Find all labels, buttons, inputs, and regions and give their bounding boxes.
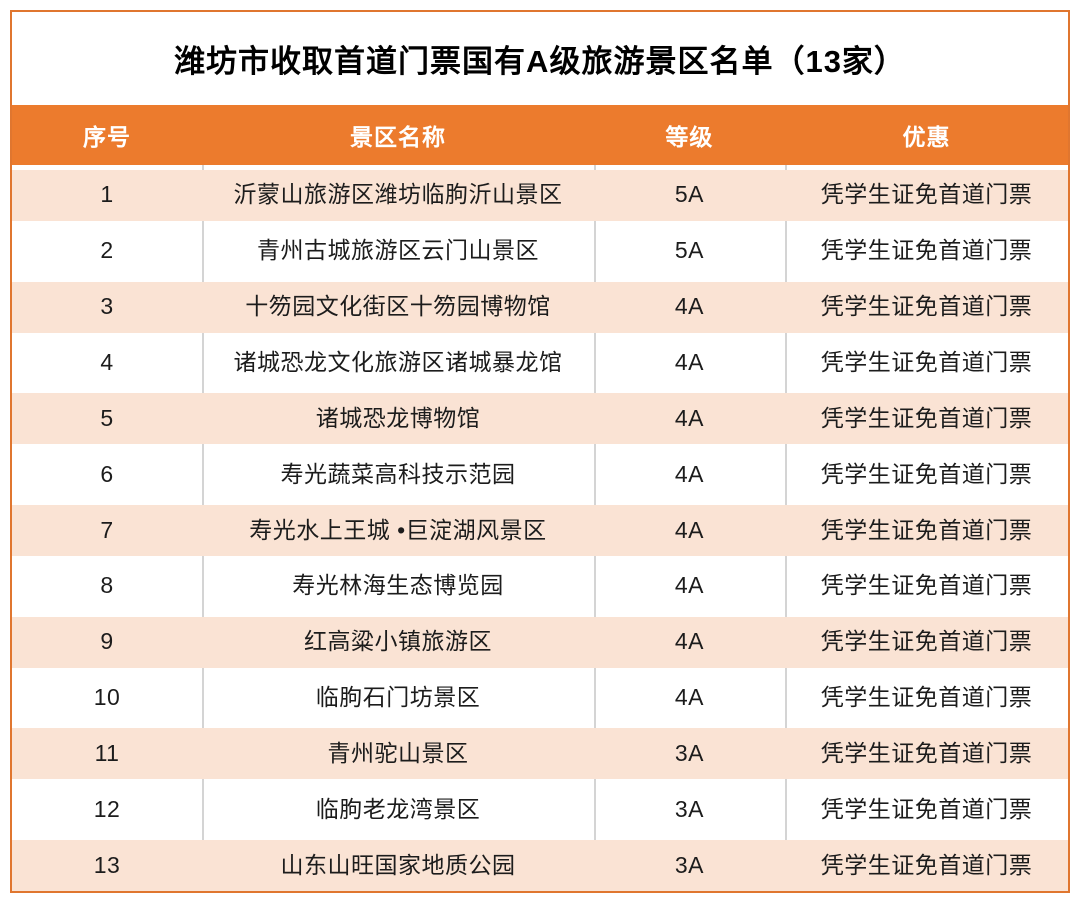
column-header-level: 等级	[665, 124, 714, 150]
table-row: 2 青州古城旅游区云门山景区 5A 凭学生证免首道门票	[12, 226, 1068, 277]
cell-discount: 凭学生证免首道门票	[820, 628, 1033, 655]
cell-index: 4	[100, 349, 114, 375]
cell-scenic-area-name: 青州驼山景区	[327, 739, 469, 766]
cell-level: 4A	[674, 349, 704, 375]
column-header-discount: 优惠	[902, 124, 951, 150]
cell-discount: 凭学生证免首道门票	[820, 460, 1033, 487]
cell-discount: 凭学生证免首道门票	[820, 237, 1033, 264]
cell-index: 5	[100, 404, 114, 431]
cell-scenic-area-name: 青州古城旅游区云门山景区	[256, 237, 539, 264]
cell-index: 10	[93, 684, 121, 711]
cell-scenic-area-name: 十笏园文化街区十笏园博物馆	[245, 293, 551, 320]
cell-discount: 凭学生证免首道门票	[820, 795, 1033, 822]
cell-level: 4A	[674, 293, 704, 320]
table-row: 1 沂蒙山旅游区潍坊临朐沂山景区 5A 凭学生证免首道门票	[12, 170, 1068, 221]
cell-index: 7	[100, 516, 114, 543]
cell-index: 3	[100, 293, 114, 320]
table-row: 3 十笏园文化街区十笏园博物馆 4A 凭学生证免首道门票	[12, 281, 1068, 333]
cell-level: 5A	[674, 181, 704, 208]
cell-scenic-area-name: 临朐老龙湾景区	[315, 795, 481, 822]
cell-level: 4A	[674, 572, 704, 599]
cell-level: 5A	[674, 237, 704, 264]
cell-discount: 凭学生证免首道门票	[820, 293, 1033, 320]
cell-index: 13	[93, 851, 121, 878]
cell-level: 3A	[674, 851, 704, 878]
table-header-row: 序号 景区名称 等级 优惠	[12, 105, 1068, 165]
cell-scenic-area-name: 山东山旺国家地质公园	[280, 851, 516, 878]
cell-level: 3A	[674, 795, 704, 822]
cell-scenic-area-name: 寿光蔬菜高科技示范园	[280, 460, 516, 487]
table-card: 潍坊市收取首道门票国有A级旅游景区名单（13家） 序号 景区名称 等级 优惠 1…	[10, 10, 1070, 893]
cell-scenic-area-name: 临朐石门坊景区	[315, 684, 481, 711]
table-body: 1 沂蒙山旅游区潍坊临朐沂山景区 5A 凭学生证免首道门票 2 青州古城旅游区云…	[12, 165, 1068, 891]
cell-scenic-area-name: 寿光林海生态博览园	[292, 572, 504, 599]
column-header-index: 序号	[83, 124, 132, 150]
cell-scenic-area-name: 红高粱小镇旅游区	[303, 628, 492, 655]
cell-index: 11	[94, 739, 120, 766]
cell-scenic-area-name: 沂蒙山旅游区潍坊临朐沂山景区	[233, 181, 563, 208]
cell-level: 4A	[674, 404, 704, 431]
cell-index: 9	[100, 628, 114, 655]
cell-discount: 凭学生证免首道门票	[820, 739, 1033, 766]
cell-discount: 凭学生证免首道门票	[820, 851, 1033, 878]
cell-discount: 凭学生证免首道门票	[820, 404, 1033, 431]
cell-discount: 凭学生证免首道门票	[820, 349, 1033, 375]
cell-level: 4A	[674, 460, 704, 487]
table-row: 8 寿光林海生态博览园 4A 凭学生证免首道门票	[12, 561, 1068, 612]
table-row: 10 临朐石门坊景区 4A 凭学生证免首道门票	[12, 673, 1068, 724]
table-row: 4 诸城恐龙文化旅游区诸城暴龙馆 4A 凭学生证免首道门票	[12, 338, 1068, 389]
cell-discount: 凭学生证免首道门票	[820, 684, 1033, 711]
cell-discount: 凭学生证免首道门票	[820, 181, 1033, 208]
cell-index: 12	[93, 795, 121, 822]
table-row: 6 寿光蔬菜高科技示范园 4A 凭学生证免首道门票	[12, 449, 1068, 500]
column-header-name: 景区名称	[349, 124, 446, 150]
table-row: 7 寿光水上王城 •巨淀湖风景区 4A 凭学生证免首道门票	[12, 505, 1068, 556]
cell-level: 4A	[674, 628, 704, 655]
cell-level: 4A	[674, 516, 704, 543]
table-row: 13 山东山旺国家地质公园 3A 凭学生证免首道门票	[12, 840, 1068, 891]
table-row: 12 临朐老龙湾景区 3A 凭学生证免首道门票	[12, 784, 1068, 835]
cell-scenic-area-name: 寿光水上王城 •巨淀湖风景区	[249, 516, 547, 543]
table-row: 5 诸城恐龙博物馆 4A 凭学生证免首道门票	[12, 393, 1068, 445]
cell-discount: 凭学生证免首道门票	[820, 516, 1033, 543]
cell-level: 4A	[674, 684, 704, 711]
cell-discount: 凭学生证免首道门票	[820, 572, 1033, 599]
cell-scenic-area-name: 诸城恐龙文化旅游区诸城暴龙馆	[233, 349, 563, 375]
table-row: 11 青州驼山景区 3A 凭学生证免首道门票	[12, 728, 1068, 780]
cell-level: 3A	[674, 739, 704, 766]
cell-index: 6	[100, 460, 114, 487]
cell-index: 2	[100, 237, 114, 264]
page-title: 潍坊市收取首道门票国有A级旅游景区名单（13家）	[174, 44, 906, 79]
table-row: 9 红高粱小镇旅游区 4A 凭学生证免首道门票	[12, 616, 1068, 668]
cell-index: 8	[100, 572, 114, 599]
cell-index: 1	[100, 181, 114, 208]
cell-scenic-area-name: 诸城恐龙博物馆	[315, 404, 481, 431]
